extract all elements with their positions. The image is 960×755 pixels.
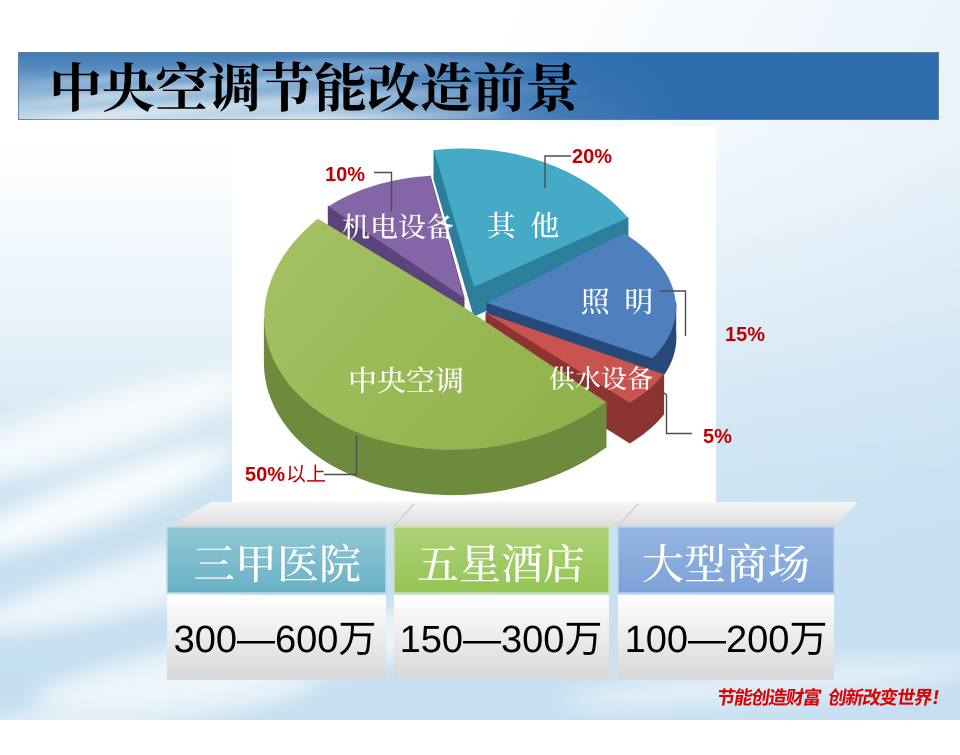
svg-text:5%: 5% [703, 426, 732, 448]
svg-text:150—300: 150—300 [400, 619, 565, 661]
svg-text:100—200: 100—200 [625, 619, 790, 661]
svg-text:15%: 15% [725, 324, 765, 346]
svg-text:10%: 10% [325, 164, 365, 186]
svg-text:20%: 20% [572, 146, 612, 168]
svg-text:50%: 50% [245, 464, 285, 486]
svg-text:300—600: 300—600 [174, 619, 339, 661]
